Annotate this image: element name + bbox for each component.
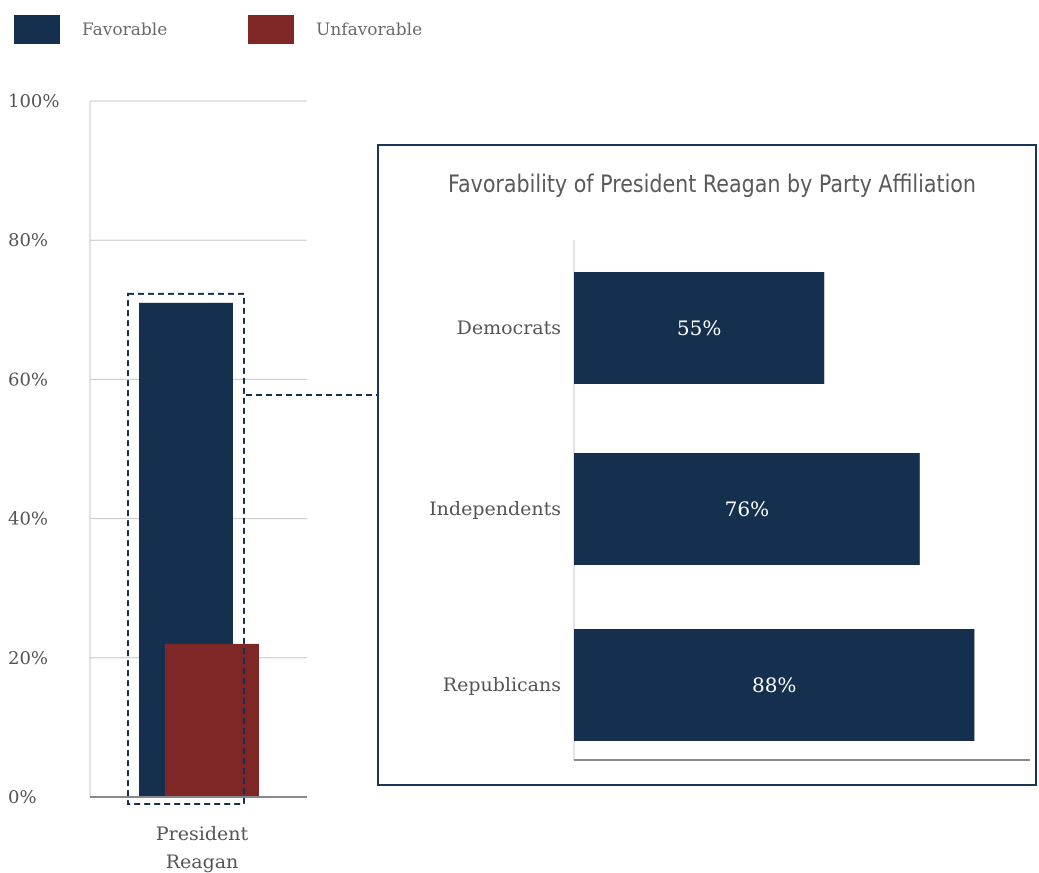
y-tick-label: 0% xyxy=(8,787,37,808)
bar-independents xyxy=(574,453,920,565)
y-tick-label: 100% xyxy=(8,91,59,112)
category-label: Independents xyxy=(429,498,561,520)
breakdown-panel: Favorability of President Reagan by Part… xyxy=(377,144,1037,786)
y-tick-label: 60% xyxy=(8,369,48,390)
category-label: Democrats xyxy=(457,317,561,339)
bar-value-label: 55% xyxy=(677,316,721,340)
bar-democrats xyxy=(574,272,825,384)
legend-swatch-favorable xyxy=(14,15,60,44)
legend-label-unfavorable: Unfavorable xyxy=(316,19,423,40)
legend-unfavorable: Unfavorable xyxy=(248,15,422,44)
bar-value-label: 76% xyxy=(725,497,769,521)
y-tick-label: 40% xyxy=(8,509,48,530)
category-label: Republicans xyxy=(443,674,561,696)
main-chart: 0% 20% 40% 60% 80% 100% President Reagan xyxy=(8,91,307,873)
y-tick-label: 20% xyxy=(8,648,48,669)
highlight-box xyxy=(127,292,245,805)
legend-label-favorable: Favorable xyxy=(82,19,168,40)
panel-title: Favorability of President Reagan by Part… xyxy=(448,170,976,198)
x-tick-label: Reagan xyxy=(166,851,239,873)
x-tick-label: President xyxy=(156,823,249,845)
y-tick-label: 80% xyxy=(8,230,48,251)
legend-swatch-unfavorable xyxy=(248,15,294,44)
legend-favorable: Favorable xyxy=(14,15,167,44)
bar-value-label: 88% xyxy=(752,673,796,697)
bar-republicans xyxy=(574,629,975,741)
